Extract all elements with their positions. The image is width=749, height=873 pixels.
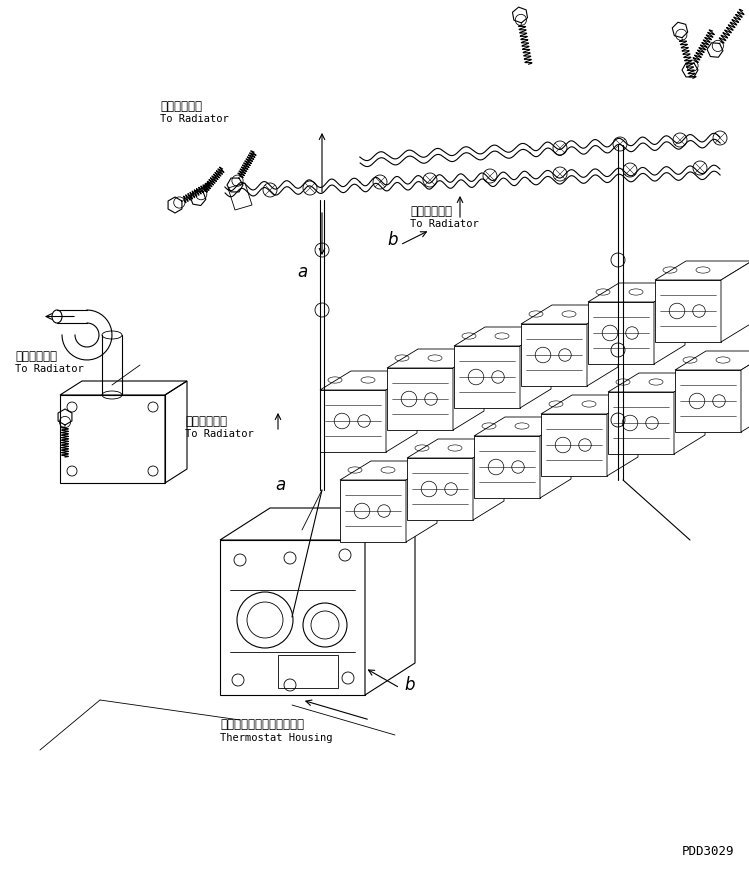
Text: To Radiator: To Radiator — [185, 429, 254, 439]
Polygon shape — [320, 371, 417, 390]
Polygon shape — [407, 458, 473, 520]
Polygon shape — [540, 417, 571, 498]
Polygon shape — [220, 540, 365, 695]
Text: PDD3029: PDD3029 — [682, 845, 734, 858]
Polygon shape — [474, 436, 540, 498]
Polygon shape — [607, 395, 638, 476]
Polygon shape — [655, 280, 721, 342]
Polygon shape — [340, 480, 406, 542]
Polygon shape — [675, 370, 741, 432]
Polygon shape — [386, 371, 417, 452]
Polygon shape — [675, 351, 749, 370]
Polygon shape — [608, 392, 674, 454]
Polygon shape — [721, 261, 749, 342]
Polygon shape — [474, 417, 571, 436]
Text: ラジエータへ: ラジエータへ — [15, 350, 57, 363]
Text: b: b — [388, 231, 398, 249]
Polygon shape — [608, 373, 705, 392]
Polygon shape — [520, 327, 551, 408]
Text: ラジエータへ: ラジエータへ — [185, 415, 227, 428]
Polygon shape — [674, 373, 705, 454]
Polygon shape — [407, 439, 504, 458]
Polygon shape — [387, 368, 453, 430]
Polygon shape — [741, 351, 749, 432]
Polygon shape — [654, 283, 685, 364]
Text: To Radiator: To Radiator — [160, 114, 228, 124]
Polygon shape — [340, 461, 437, 480]
Text: To Radiator: To Radiator — [410, 219, 479, 229]
Text: ラジエータへ: ラジエータへ — [160, 100, 202, 113]
Polygon shape — [541, 414, 607, 476]
Text: ラジエータへ: ラジエータへ — [410, 205, 452, 218]
Polygon shape — [541, 395, 638, 414]
Polygon shape — [473, 439, 504, 520]
Polygon shape — [320, 390, 386, 452]
Text: b: b — [404, 676, 415, 694]
Polygon shape — [521, 305, 618, 324]
Text: To Radiator: To Radiator — [15, 364, 84, 374]
Polygon shape — [365, 508, 415, 695]
Polygon shape — [588, 302, 654, 364]
Text: サーモスタットハウジング: サーモスタットハウジング — [220, 718, 304, 731]
Polygon shape — [453, 349, 484, 430]
Polygon shape — [220, 508, 415, 540]
Polygon shape — [387, 349, 484, 368]
Text: a: a — [275, 476, 285, 494]
Polygon shape — [587, 305, 618, 386]
Polygon shape — [521, 324, 587, 386]
Polygon shape — [454, 346, 520, 408]
Polygon shape — [406, 461, 437, 542]
Polygon shape — [655, 261, 749, 280]
Text: Thermostat Housing: Thermostat Housing — [220, 733, 333, 743]
Polygon shape — [454, 327, 551, 346]
Polygon shape — [588, 283, 685, 302]
Text: a: a — [297, 263, 307, 281]
